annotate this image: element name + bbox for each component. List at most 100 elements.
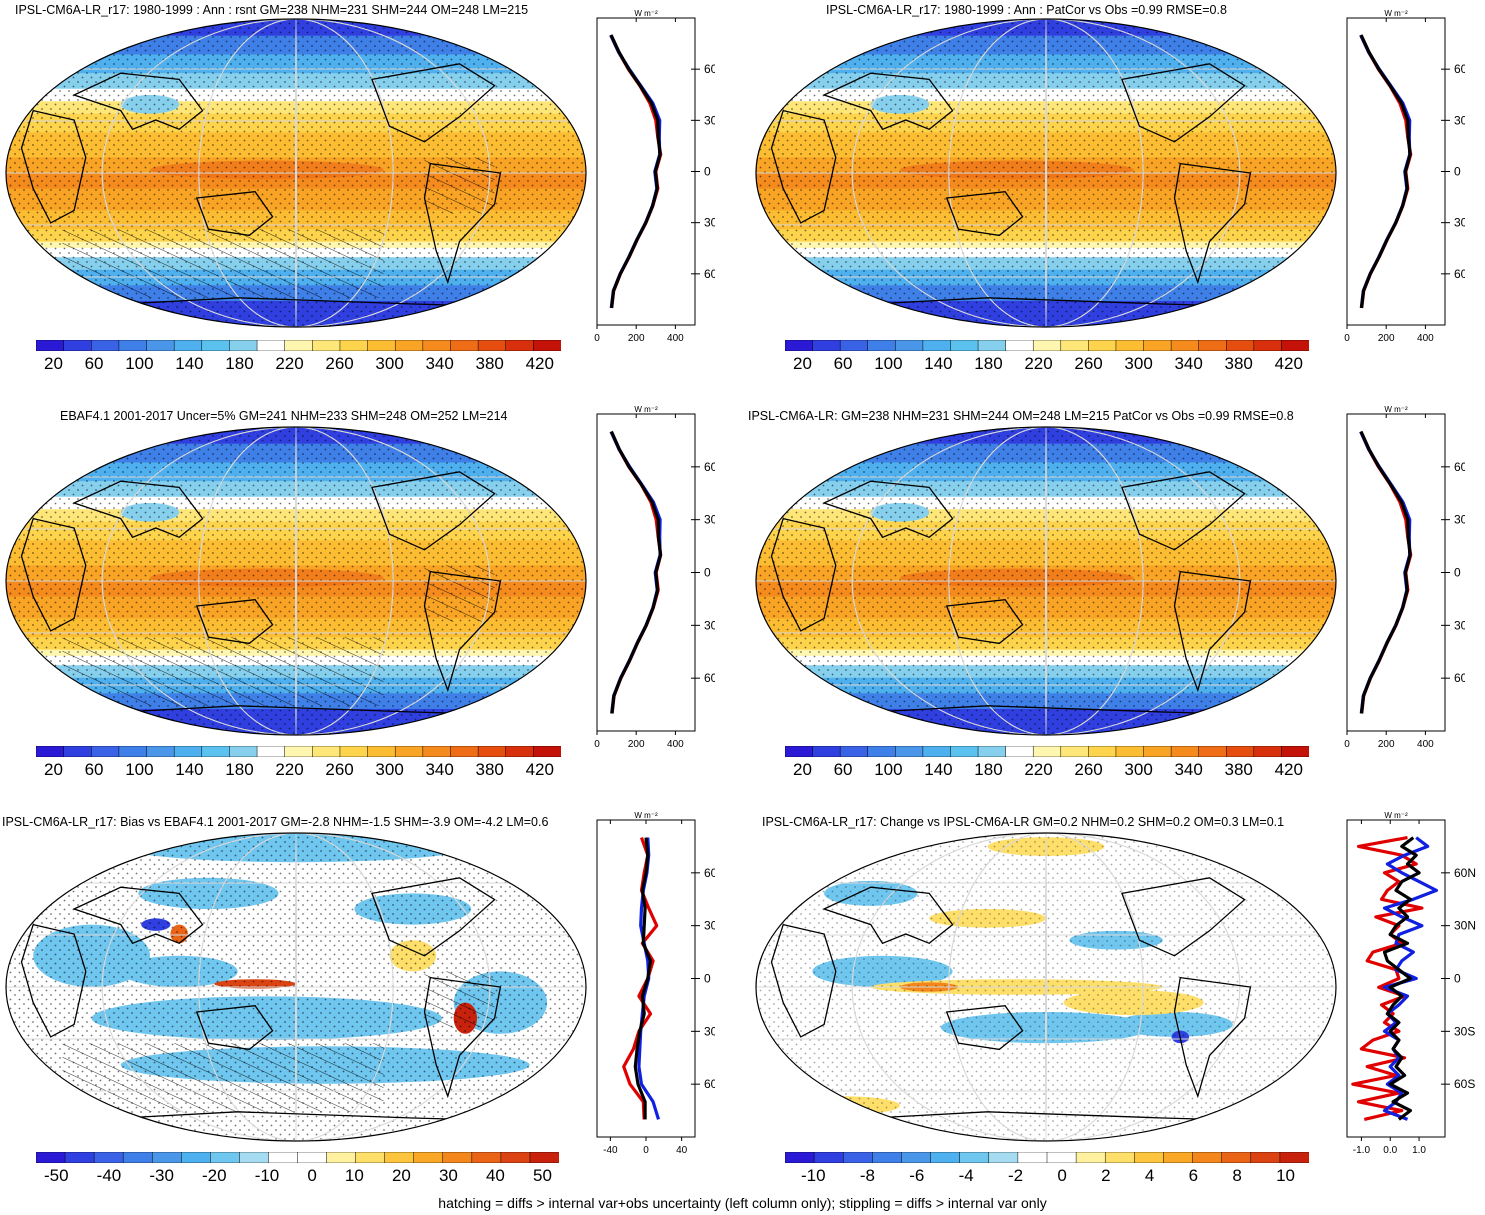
colorbar-swatch [201, 340, 231, 351]
profile-lat-label: 30S [1454, 1024, 1475, 1038]
continent-outline [371, 63, 496, 143]
colorbar-swatch [339, 340, 369, 351]
continent-outline [423, 570, 502, 693]
colorbar-swatch [950, 340, 979, 351]
colorbar-swatch [959, 1152, 990, 1163]
colorbar-swatch [500, 1152, 531, 1163]
colorbar-swatch [930, 1152, 961, 1163]
profile-lat-label: 60N [1454, 460, 1465, 474]
profile-plot-2: 60N 30N 0 30S 60S 0 200 400 W m⁻² [1344, 9, 1465, 344]
profile-series-line [1382, 836, 1421, 1121]
panel-title-5: IPSL-CM6A-LR_r17: Bias vs EBAF4.1 2001-2… [2, 815, 549, 829]
colorbar-tick-label: 180 [974, 354, 1003, 373]
colorbar-6 [785, 1152, 1309, 1163]
colorbar-swatch [977, 340, 1007, 351]
colorbar-swatch [284, 746, 314, 757]
colorbar-swatch [895, 340, 924, 351]
map-frame [5, 832, 587, 1142]
colorbar-swatch [256, 746, 286, 757]
profile-x-tick-label: 400 [667, 333, 684, 344]
colorbar-swatch [118, 746, 148, 757]
profile-x-tick-label: 0 [594, 739, 600, 750]
colorbar-tick-label: 10 [1276, 1166, 1295, 1185]
continent-outline [822, 886, 954, 945]
colorbar-tick-label: -10 [801, 1166, 826, 1185]
colorbar-tick-label: 300 [375, 354, 404, 373]
colorbar-tick-label: -50 [44, 1166, 69, 1185]
profile-series-line [609, 34, 662, 309]
continent-outline [195, 599, 274, 645]
profile-unit-label: W m⁻² [634, 811, 658, 820]
colorbar-swatch [229, 746, 258, 757]
profile-frame [1346, 413, 1446, 732]
profile-x-tick-label: 0 [643, 1145, 649, 1156]
continent-outline [1173, 976, 1252, 1099]
profile-lat-label: 0 [1454, 165, 1461, 179]
colorbar-tick-label: -40 [96, 1166, 122, 1185]
colorbar-tick-label: 300 [375, 760, 404, 779]
colorbar-tick-label: 6 [1188, 1166, 1199, 1185]
continent-outline [770, 517, 837, 632]
colorbar-swatch [1104, 1152, 1136, 1163]
colorbar-tick-label: 220 [1024, 760, 1053, 779]
colorbar-swatch [1060, 340, 1090, 351]
colorbar-tick-label: 20 [793, 760, 812, 779]
colorbar-swatch [312, 746, 341, 757]
colorbar-swatch [533, 746, 561, 757]
colorbar-tick-label: -10 [254, 1166, 280, 1185]
colorbar-swatch [1032, 340, 1062, 351]
colorbar-swatch [450, 340, 479, 351]
colorbar-tick-label: 50 [532, 1166, 552, 1185]
profile-lat-label: 30S [704, 216, 715, 230]
colorbar-swatch [450, 746, 479, 757]
profile-lat-label: 30N [704, 113, 715, 127]
profile-x-tick-label: -1.0 [1353, 1145, 1371, 1156]
colorbar-tick-label: 60 [84, 760, 104, 779]
colorbar-tick-label: 100 [125, 354, 154, 373]
profile-x-tick-label: 0.0 [1383, 1145, 1397, 1156]
profile-lat-label: 0 [704, 165, 711, 179]
continent-outline [770, 923, 837, 1038]
colorbar-swatch [36, 746, 65, 757]
colorbar-swatch [1226, 340, 1255, 351]
profile-series-line [1359, 34, 1412, 309]
profile-lat-label: 60S [1454, 1077, 1475, 1091]
continent-outline [195, 1005, 274, 1051]
map-panel-1 [5, 18, 587, 328]
colorbar-tick-label: -30 [149, 1166, 174, 1185]
map-frame [755, 18, 1337, 328]
colorbar-swatch [210, 1152, 241, 1163]
colorbar-tick-label: 380 [475, 354, 504, 373]
colorbar-tick-label: 40 [485, 1166, 505, 1185]
profile-lat-label: 30N [1454, 513, 1465, 527]
map-panel-6 [755, 832, 1337, 1142]
colorbar-labels-1: 20 60 100 140 180 220 260 300 340 380 420 [44, 354, 554, 374]
colorbar-swatch [268, 1152, 299, 1163]
map-panel-2 [755, 18, 1337, 328]
profile-lat-label: 60S [704, 671, 715, 685]
colorbar-swatch [988, 1152, 1019, 1163]
profile-lat-label: 60N [704, 62, 715, 76]
colorbar-swatch [922, 746, 952, 757]
colorbar-swatch [1143, 746, 1172, 757]
colorbar-swatch [1115, 746, 1145, 757]
map-panel-3 [5, 426, 587, 736]
profile-lat-label: 30N [704, 919, 715, 933]
colorbar-tick-label: 220 [1024, 354, 1053, 373]
colorbar-tick-label: 140 [924, 760, 953, 779]
colorbar-swatch [1032, 746, 1062, 757]
colorbar-swatch [422, 340, 452, 351]
colorbar-swatch [977, 746, 1007, 757]
colorbar-swatch [1046, 1152, 1077, 1163]
map-panel-5 [5, 832, 587, 1142]
map-frame [5, 18, 587, 328]
continent-outline [72, 886, 204, 945]
panel-title-4: IPSL-CM6A-LR: GM=238 NHM=231 SHM=244 OM=… [748, 409, 1294, 423]
colorbar-swatch [1163, 1152, 1194, 1163]
profile-series-line [633, 837, 653, 1120]
profile-x-tick-label: 200 [1378, 739, 1395, 750]
profile-lat-label: 60S [704, 267, 715, 281]
colorbar-tick-label: 10 [344, 1166, 364, 1185]
colorbar-tick-label: 100 [874, 354, 903, 373]
colorbar-swatch [1017, 1152, 1048, 1163]
